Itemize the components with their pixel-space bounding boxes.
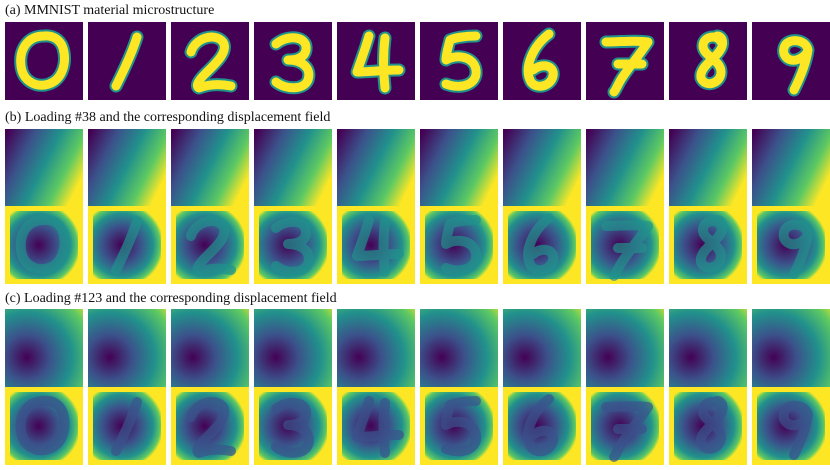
- loading-123-tile-6: [503, 309, 581, 387]
- loading-38-tile-2: [171, 129, 249, 207]
- displacement-38-tile-8: [669, 206, 747, 284]
- loading-38-tile-9: [752, 129, 830, 207]
- displacement-38-tile-4: [337, 206, 415, 284]
- displacement-123-tile-2: [171, 387, 249, 465]
- loading-38-tile-0: [5, 129, 83, 207]
- loading-38-tile-1: [88, 129, 166, 207]
- caption-a: (a) MMNIST material microstructure: [5, 3, 215, 18]
- displacement-123-tile-6: [503, 387, 581, 465]
- displacement-123-tile-8: [669, 387, 747, 465]
- microstructure-tile-8: [669, 22, 747, 100]
- displacement-38-tile-0: [5, 206, 83, 284]
- loading-123-tile-3: [254, 309, 332, 387]
- loading-38-row: [0, 129, 830, 207]
- loading-123-tile-9: [752, 309, 830, 387]
- displacement-38-tile-7: [586, 206, 664, 284]
- displacement-38-tile-9: [752, 206, 830, 284]
- displacement-123-row: [0, 387, 830, 465]
- displacement-38-row: [0, 206, 830, 284]
- loading-123-tile-0: [5, 309, 83, 387]
- displacement-38-tile-1: [88, 206, 166, 284]
- displacement-38-tile-2: [171, 206, 249, 284]
- loading-38-tile-3: [254, 129, 332, 207]
- microstructure-row: [0, 22, 830, 100]
- loading-123-tile-1: [88, 309, 166, 387]
- microstructure-tile-1: [88, 22, 166, 100]
- displacement-123-tile-1: [88, 387, 166, 465]
- displacement-123-tile-3: [254, 387, 332, 465]
- microstructure-tile-6: [503, 22, 581, 100]
- displacement-123-tile-7: [586, 387, 664, 465]
- loading-38-tile-6: [503, 129, 581, 207]
- loading-38-tile-8: [669, 129, 747, 207]
- loading-123-row: [0, 309, 830, 387]
- displacement-123-tile-0: [5, 387, 83, 465]
- loading-123-tile-7: [586, 309, 664, 387]
- loading-38-tile-5: [420, 129, 498, 207]
- microstructure-tile-3: [254, 22, 332, 100]
- displacement-38-tile-6: [503, 206, 581, 284]
- loading-123-tile-4: [337, 309, 415, 387]
- loading-38-tile-7: [586, 129, 664, 207]
- loading-123-tile-5: [420, 309, 498, 387]
- microstructure-tile-7: [586, 22, 664, 100]
- loading-123-tile-2: [171, 309, 249, 387]
- displacement-38-tile-5: [420, 206, 498, 284]
- loading-38-tile-4: [337, 129, 415, 207]
- displacement-123-tile-9: [752, 387, 830, 465]
- loading-123-tile-8: [669, 309, 747, 387]
- microstructure-tile-5: [420, 22, 498, 100]
- displacement-123-tile-4: [337, 387, 415, 465]
- microstructure-tile-9: [752, 22, 830, 100]
- microstructure-tile-0: [5, 22, 83, 100]
- displacement-38-tile-3: [254, 206, 332, 284]
- caption-c: (c) Loading #123 and the corresponding d…: [5, 291, 337, 306]
- microstructure-tile-2: [171, 22, 249, 100]
- displacement-123-tile-5: [420, 387, 498, 465]
- caption-b: (b) Loading #38 and the corresponding di…: [5, 110, 331, 125]
- microstructure-tile-4: [337, 22, 415, 100]
